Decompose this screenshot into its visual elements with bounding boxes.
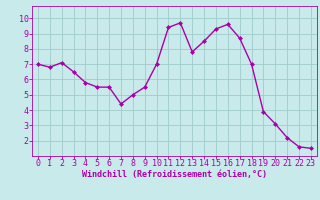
X-axis label: Windchill (Refroidissement éolien,°C): Windchill (Refroidissement éolien,°C) — [82, 170, 267, 179]
